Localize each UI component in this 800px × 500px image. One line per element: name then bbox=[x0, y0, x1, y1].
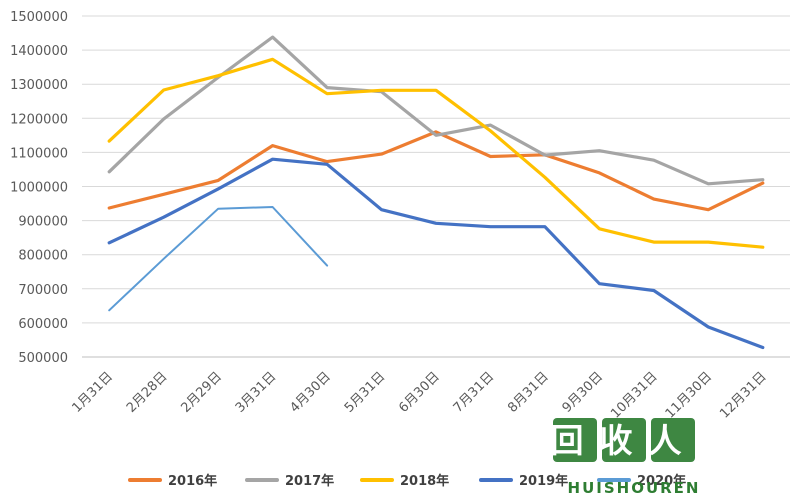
x-tick-label: 10月31日 bbox=[608, 369, 660, 421]
x-tick-label: 12月31日 bbox=[717, 369, 769, 421]
y-axis: 500000 600000 700000 800000 900000 1000000 110… bbox=[10, 10, 68, 366]
watermark-sub-text: HUISHOUREN bbox=[568, 479, 701, 497]
watermark-box-2 bbox=[602, 418, 646, 462]
x-tick-label: 7月31日 bbox=[451, 369, 498, 416]
series-line-2016年 bbox=[107, 130, 765, 212]
y-tick-label: 1100000 bbox=[10, 146, 68, 161]
x-tick-label: 4月30日 bbox=[287, 369, 334, 416]
y-tick-label: 900000 bbox=[18, 215, 68, 230]
x-axis: 1月31日 2月28日 2月29日 3月31日 4月30日 5月31日 6月30日 7月31日… bbox=[70, 356, 790, 422]
x-tick-label: 3月31日 bbox=[233, 369, 280, 416]
series-line-2020年 bbox=[108, 206, 329, 312]
x-tick-label: 6月30日 bbox=[396, 369, 443, 416]
legend-label: 2020年 bbox=[637, 473, 686, 489]
legend-label: 2016年 bbox=[168, 473, 217, 489]
y-tick-label: 700000 bbox=[18, 283, 68, 298]
series-lines bbox=[107, 35, 765, 350]
x-tick-label: 8月31日 bbox=[505, 369, 552, 416]
series-line-2018年 bbox=[107, 57, 765, 249]
x-tick-label: 2月29日 bbox=[178, 369, 225, 416]
x-tick-label: 11月30日 bbox=[663, 369, 715, 421]
x-tick-label: 5月31日 bbox=[342, 369, 389, 416]
y-tick-label: 1400000 bbox=[10, 44, 68, 59]
series-line-2017年 bbox=[107, 35, 765, 186]
x-tick-label: 2月28日 bbox=[124, 369, 171, 416]
legend-label: 2017年 bbox=[285, 473, 334, 489]
y-tick-label: 1500000 bbox=[10, 10, 68, 25]
x-tick-label: 1月31日 bbox=[70, 369, 117, 416]
legend: 2016年 2017年 2018年 2019年 2020年 bbox=[128, 473, 686, 489]
watermark-box-1 bbox=[553, 418, 597, 462]
series-line-2019年 bbox=[107, 157, 765, 350]
y-tick-label: 500000 bbox=[18, 351, 68, 366]
legend-label: 2018年 bbox=[400, 473, 449, 489]
y-tick-label: 1000000 bbox=[10, 181, 68, 196]
watermark: 回收人 HUISHOUREN bbox=[551, 418, 701, 497]
y-tick-label: 1200000 bbox=[10, 112, 68, 127]
y-tick-label: 1300000 bbox=[10, 78, 68, 93]
y-tick-label: 600000 bbox=[18, 317, 68, 332]
legend-label: 2019年 bbox=[519, 473, 568, 489]
watermark-main-text: 回收人 bbox=[551, 421, 698, 460]
x-tick-label: 9月30日 bbox=[560, 369, 607, 416]
y-tick-label: 800000 bbox=[18, 249, 68, 264]
watermark-box-3 bbox=[651, 418, 695, 462]
